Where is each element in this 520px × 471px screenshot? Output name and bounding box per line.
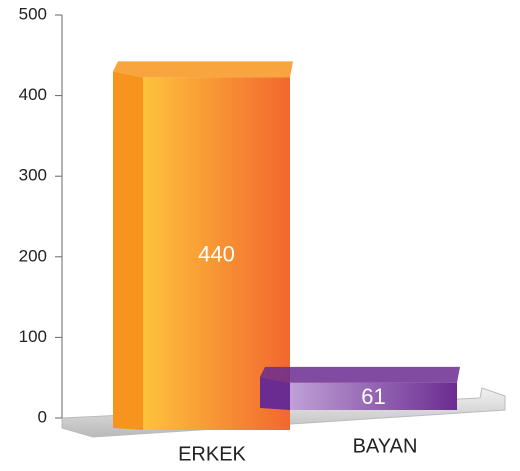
x-tick-label: BAYAN <box>353 435 418 457</box>
bar-side <box>260 376 290 410</box>
value-label: 61 <box>361 384 385 409</box>
bar-side <box>113 71 143 431</box>
bar <box>290 382 457 410</box>
y-tick-label: 400 <box>19 85 47 104</box>
y-tick-label: 500 <box>19 4 47 23</box>
x-tick-label: ERKEK <box>178 443 246 465</box>
y-tick-label: 300 <box>19 166 47 185</box>
y-tick-label: 0 <box>38 407 47 426</box>
y-tick-label: 100 <box>19 327 47 346</box>
bar-top <box>260 366 460 383</box>
y-tick-label: 200 <box>19 246 47 265</box>
value-label: 440 <box>198 241 235 266</box>
bar-top <box>113 61 293 78</box>
